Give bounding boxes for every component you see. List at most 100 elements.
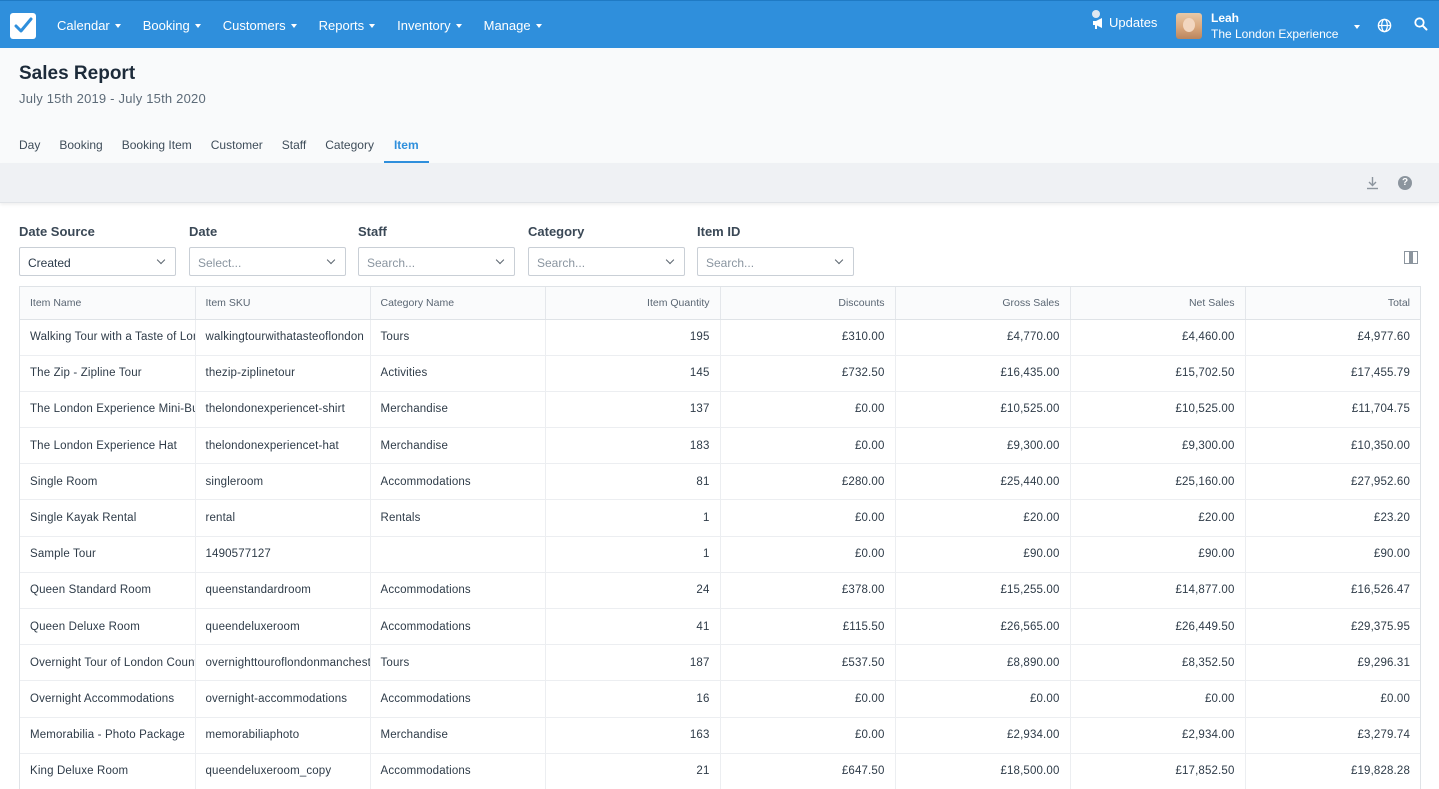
cell-net-sales: £10,525.00 [1070,391,1246,429]
download-icon[interactable] [1366,176,1379,190]
cell-total: £90.00 [1245,536,1420,573]
updates-button[interactable]: Updates [1092,10,1157,30]
nav-calendar[interactable]: Calendar [57,18,121,33]
table-row[interactable]: Memorabilia - Photo Package memorabiliaph… [20,717,1420,754]
nav-reports[interactable]: Reports [319,18,376,33]
cell-discounts: £0.00 [720,536,896,573]
filter-item-id: Item ID Search... [697,224,854,276]
cell-gross-sales: £8,890.00 [895,644,1071,682]
column-header-total[interactable]: Total [1245,287,1420,320]
tab-booking[interactable]: Booking [59,138,103,152]
column-header-gross-sales[interactable]: Gross Sales [895,287,1071,320]
cell-item-sku: walkingtourwithatasteoflondon [195,319,371,356]
cell-gross-sales: £25,440.00 [895,463,1071,501]
globe-icon[interactable] [1377,18,1392,33]
user-menu[interactable]: Leah The London Experience [1176,11,1360,41]
cell-item-quantity: 41 [545,608,721,646]
filter-staff: Staff Search... [358,224,515,276]
tab-customer[interactable]: Customer [210,138,263,152]
nav-manage[interactable]: Manage [484,18,542,33]
staff-search-select[interactable]: Search... [358,247,515,276]
cell-net-sales: £15,702.50 [1070,355,1246,392]
top-nav-bar: Calendar Booking Customers Reports Inven… [0,0,1439,48]
cell-item-name: Queen Deluxe Room [20,608,196,646]
filter-category: Category Search... [528,224,685,276]
table-row[interactable]: King Deluxe Room queendeluxeroom_copy Acco… [20,753,1420,789]
table-row[interactable]: The London Experience Mini-Bus T-shirtth… [20,391,1420,429]
cell-net-sales: £8,352.50 [1070,644,1246,682]
cell-discounts: £378.00 [720,572,896,610]
table-row[interactable]: Queen Deluxe Room queendeluxeroom Accommod… [20,608,1420,646]
date-source-select[interactable]: Created [19,247,176,276]
column-header-net-sales[interactable]: Net Sales [1070,287,1246,320]
nav-label: Calendar [57,17,110,33]
tab-booking-item[interactable]: Booking Item [121,138,192,152]
cell-total: £0.00 [1245,680,1420,718]
cell-item-name: The London Experience Mini-Bus T-shirt [20,391,196,429]
cell-gross-sales: £9,300.00 [895,427,1071,465]
page-title: Sales Report [19,63,136,84]
cell-gross-sales: £10,525.00 [895,391,1071,429]
cell-net-sales: £17,852.50 [1070,753,1246,789]
column-header-item-name[interactable]: Item Name [20,287,196,320]
app-logo-checkbox-icon[interactable] [10,13,36,39]
cell-item-quantity: 137 [545,391,721,429]
table-row[interactable]: Sample Tour 1490577127 1 £0.00 £90.00 £90.00 £… [20,536,1420,573]
column-header-item-quantity[interactable]: Item Quantity [545,287,721,320]
tab-item[interactable]: Item [383,138,429,163]
table-row[interactable]: The Zip - Zipline Tour thezip-ziplinetour… [20,355,1420,392]
nav-label: Booking [142,17,190,33]
columns-toggle-icon[interactable] [1404,251,1418,264]
cell-gross-sales: £18,500.00 [895,753,1071,789]
filter-label: Item ID [697,224,741,239]
cell-gross-sales: £20.00 [895,499,1071,537]
select-placeholder: Search... [706,256,755,270]
chevron-down-icon [114,23,121,28]
cell-total: £16,526.47 [1245,572,1420,610]
table-row[interactable]: Single Kayak Rental rental Rentals 1 £0.00 £2… [20,499,1420,537]
date-select[interactable]: Select... [189,247,346,276]
cell-total: £4,977.60 [1245,319,1420,356]
table-row[interactable]: Overnight Tour of London Countrysideover… [20,644,1420,682]
column-header-item-sku[interactable]: Item SKU [195,287,371,320]
cell-category-name: Tours [370,319,546,356]
cell-item-name: Overnight Tour of London Countryside [20,644,196,682]
chevron-down-icon [665,255,675,265]
cell-discounts: £0.00 [720,499,896,537]
select-placeholder: Select... [198,256,242,270]
nav-inventory[interactable]: Inventory [397,18,462,33]
category-search-select[interactable]: Search... [528,247,685,276]
column-header-discounts[interactable]: Discounts [720,287,896,320]
item-id-search-select[interactable]: Search... [697,247,854,276]
table-row[interactable]: Single Room singleroom Accommodations 81 £28… [20,463,1420,501]
table-row[interactable]: The London Experience Hat thelondonexperi… [20,427,1420,465]
tab-day[interactable]: Day [19,138,41,152]
table-row[interactable]: Overnight Accommodations overnight-accomm… [20,680,1420,718]
cell-item-quantity: 16 [545,680,721,718]
table-row[interactable]: Walking Tour with a Taste of Londonwalki… [20,319,1420,356]
user-company: The London Experience [1211,27,1339,41]
cell-total: £23.20 [1245,499,1420,537]
cell-discounts: £0.00 [720,717,896,754]
chevron-down-icon [495,255,505,265]
cell-category-name: Accommodations [370,680,546,718]
cell-net-sales: £26,449.50 [1070,608,1246,646]
nav-label: Customers [222,17,286,33]
cell-item-quantity: 195 [545,319,721,356]
nav-booking[interactable]: Booking [143,18,201,33]
cell-gross-sales: £2,934.00 [895,717,1071,754]
cell-item-sku: singleroom [195,463,371,501]
cell-gross-sales: £4,770.00 [895,319,1071,356]
chevron-down-icon [290,23,297,28]
search-icon[interactable] [1414,17,1428,31]
table-row[interactable]: Queen Standard Room queenstandardroom Acco… [20,572,1420,610]
nav-customers[interactable]: Customers [223,18,297,33]
chevron-down-icon [535,23,542,28]
column-header-category-name[interactable]: Category Name [370,287,546,320]
tab-staff[interactable]: Staff [281,138,307,152]
tab-category[interactable]: Category [325,138,374,152]
chevron-down-icon [1354,25,1360,29]
cell-discounts: £115.50 [720,608,896,646]
help-icon[interactable]: ? [1398,176,1412,190]
cell-net-sales: £14,877.00 [1070,572,1246,610]
